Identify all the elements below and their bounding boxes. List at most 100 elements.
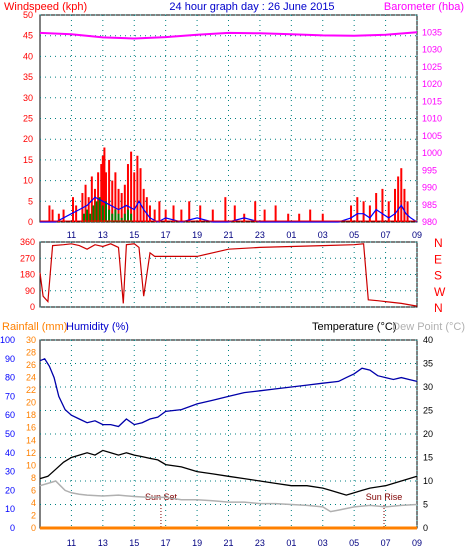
rainfall-tick: 14 bbox=[26, 435, 36, 445]
temperature-line bbox=[39, 449, 418, 496]
barometer-tick: 1030 bbox=[422, 45, 442, 55]
wind-speed-axis: 0 5 10 15 20 25 30 35 40 45 50 bbox=[23, 10, 33, 227]
wind-time-tick: 23 bbox=[255, 230, 265, 240]
temperature-time-tick: 05 bbox=[349, 538, 359, 548]
barometer-line bbox=[39, 31, 418, 40]
sun-event-label: Sun Rise bbox=[366, 492, 403, 502]
wind-speed-tick: 0 bbox=[28, 217, 33, 227]
wind-time-tick: 19 bbox=[192, 230, 202, 240]
temperature-time-tick: 17 bbox=[161, 538, 171, 548]
humidity-tick: 100 bbox=[0, 335, 15, 345]
temperature-time-tick: 13 bbox=[98, 538, 108, 548]
rainfall-tick: 16 bbox=[26, 423, 36, 433]
temperature-tick: 20 bbox=[423, 429, 433, 439]
wind-time-axis: 11 13 15 17 19 21 23 01 03 05 07 09 bbox=[67, 230, 422, 240]
wind-speed-tick: 30 bbox=[23, 93, 33, 103]
wind-time-tick: 07 bbox=[381, 230, 391, 240]
wind-time-tick: 05 bbox=[349, 230, 359, 240]
wind-speed-tick: 15 bbox=[23, 155, 33, 165]
graph-title: 24 hour graph day : 26 June 2015 bbox=[169, 1, 334, 13]
temperature-time-tick: 01 bbox=[286, 538, 296, 548]
rainfall-tick: 2 bbox=[31, 510, 36, 520]
temperature-time-axis: 11 13 15 17 19 21 23 01 03 05 07 09 bbox=[67, 538, 422, 548]
temperature-axis-title: Temperature (°C) bbox=[312, 321, 396, 333]
rainfall-tick: 30 bbox=[26, 335, 36, 345]
rainfall-tick: 20 bbox=[26, 398, 36, 408]
wind-speed-tick: 25 bbox=[23, 114, 33, 124]
temperature-time-tick: 23 bbox=[255, 538, 265, 548]
humidity-axis-title: Humidity (%) bbox=[66, 321, 129, 333]
dewpoint-axis-title: Dew Point (°C) bbox=[392, 321, 465, 333]
humidity-tick: 10 bbox=[5, 504, 15, 514]
gust-line bbox=[40, 196, 418, 223]
temperature-tick: 25 bbox=[423, 406, 433, 416]
temperature-time-tick: 19 bbox=[192, 538, 202, 548]
wind-speed-tick: 10 bbox=[23, 176, 33, 186]
temperature-tick: 0 bbox=[423, 523, 428, 533]
direction-grid bbox=[40, 241, 418, 308]
rainfall-tick: 18 bbox=[26, 410, 36, 420]
humidity-tick: 70 bbox=[5, 391, 15, 401]
temperature-tick: 5 bbox=[423, 500, 428, 510]
barometer-tick: 980 bbox=[422, 217, 437, 227]
direction-degree-tick: 90 bbox=[25, 286, 35, 296]
compass-label: N bbox=[434, 236, 443, 250]
temperature-time-tick: 15 bbox=[129, 538, 139, 548]
wind-time-tick: 13 bbox=[98, 230, 108, 240]
temperature-tick: 35 bbox=[423, 359, 433, 369]
direction-degree-tick: 0 bbox=[30, 302, 35, 312]
barometer-tick: 1005 bbox=[422, 131, 442, 141]
temperature-tick: 10 bbox=[423, 476, 433, 486]
barometer-tick: 1010 bbox=[422, 114, 442, 124]
rainfall-tick: 0 bbox=[31, 523, 36, 533]
humidity-tick: 80 bbox=[5, 373, 15, 383]
barometer-tick: 1015 bbox=[422, 96, 442, 106]
temperature-time-tick: 09 bbox=[412, 538, 422, 548]
wind-time-tick: 09 bbox=[412, 230, 422, 240]
rainfall-tick: 26 bbox=[26, 360, 36, 370]
rainfall-axis-title: Rainfall (mm) bbox=[2, 321, 67, 333]
direction-series bbox=[39, 243, 418, 307]
temperature-time-tick: 21 bbox=[223, 538, 233, 548]
direction-degree-tick: 360 bbox=[20, 237, 35, 247]
rainfall-tick: 8 bbox=[31, 473, 36, 483]
direction-degree-tick: 270 bbox=[20, 253, 35, 263]
direction-line bbox=[39, 243, 418, 307]
barometer-tick: 1020 bbox=[422, 79, 442, 89]
humidity-tick: 30 bbox=[5, 467, 15, 477]
barometer-tick: 990 bbox=[422, 183, 437, 193]
humidity-rain-axis: 0102030405060708090100024681012141618202… bbox=[0, 335, 36, 533]
dewpoint-line bbox=[39, 480, 418, 513]
temperature-time-tick: 03 bbox=[318, 538, 328, 548]
temperature-series: Sun Set Sun Rise bbox=[39, 357, 418, 530]
compass-label: E bbox=[434, 252, 442, 266]
humidity-tick: 0 bbox=[10, 523, 15, 533]
temperature-axis: 0 5 10 15 20 25 30 35 40 bbox=[423, 335, 433, 533]
direction-degree-tick: 180 bbox=[20, 270, 35, 280]
windspeed-axis-title: Windspeed (kph) bbox=[4, 1, 87, 13]
barometer-tick: 995 bbox=[422, 165, 437, 175]
wind-speed-tick: 50 bbox=[23, 10, 33, 20]
barometer-axis-title: Barometer (hba) bbox=[384, 1, 464, 13]
barometer-tick: 1025 bbox=[422, 62, 442, 72]
wind-time-tick: 21 bbox=[223, 230, 233, 240]
humidity-tick: 50 bbox=[5, 429, 15, 439]
rainfall-tick: 12 bbox=[26, 448, 36, 458]
rainfall-tick: 24 bbox=[26, 373, 36, 383]
barometer-tick: 1035 bbox=[422, 27, 442, 37]
barometer-axis: 980 985 990 995 1000 1005 1010 1015 1020 1025 1030… bbox=[422, 27, 442, 227]
rainfall-tick: 4 bbox=[31, 498, 36, 508]
compass-label: S bbox=[434, 269, 442, 283]
temperature-time-tick: 11 bbox=[67, 538, 76, 548]
rainfall-tick: 28 bbox=[26, 348, 36, 358]
humidity-tick: 90 bbox=[5, 354, 15, 364]
rainfall-tick: 22 bbox=[26, 385, 36, 395]
compass-label: W bbox=[434, 285, 446, 299]
humidity-line bbox=[39, 357, 418, 428]
humidity-tick: 40 bbox=[5, 448, 15, 458]
rainfall-tick: 6 bbox=[31, 485, 36, 495]
